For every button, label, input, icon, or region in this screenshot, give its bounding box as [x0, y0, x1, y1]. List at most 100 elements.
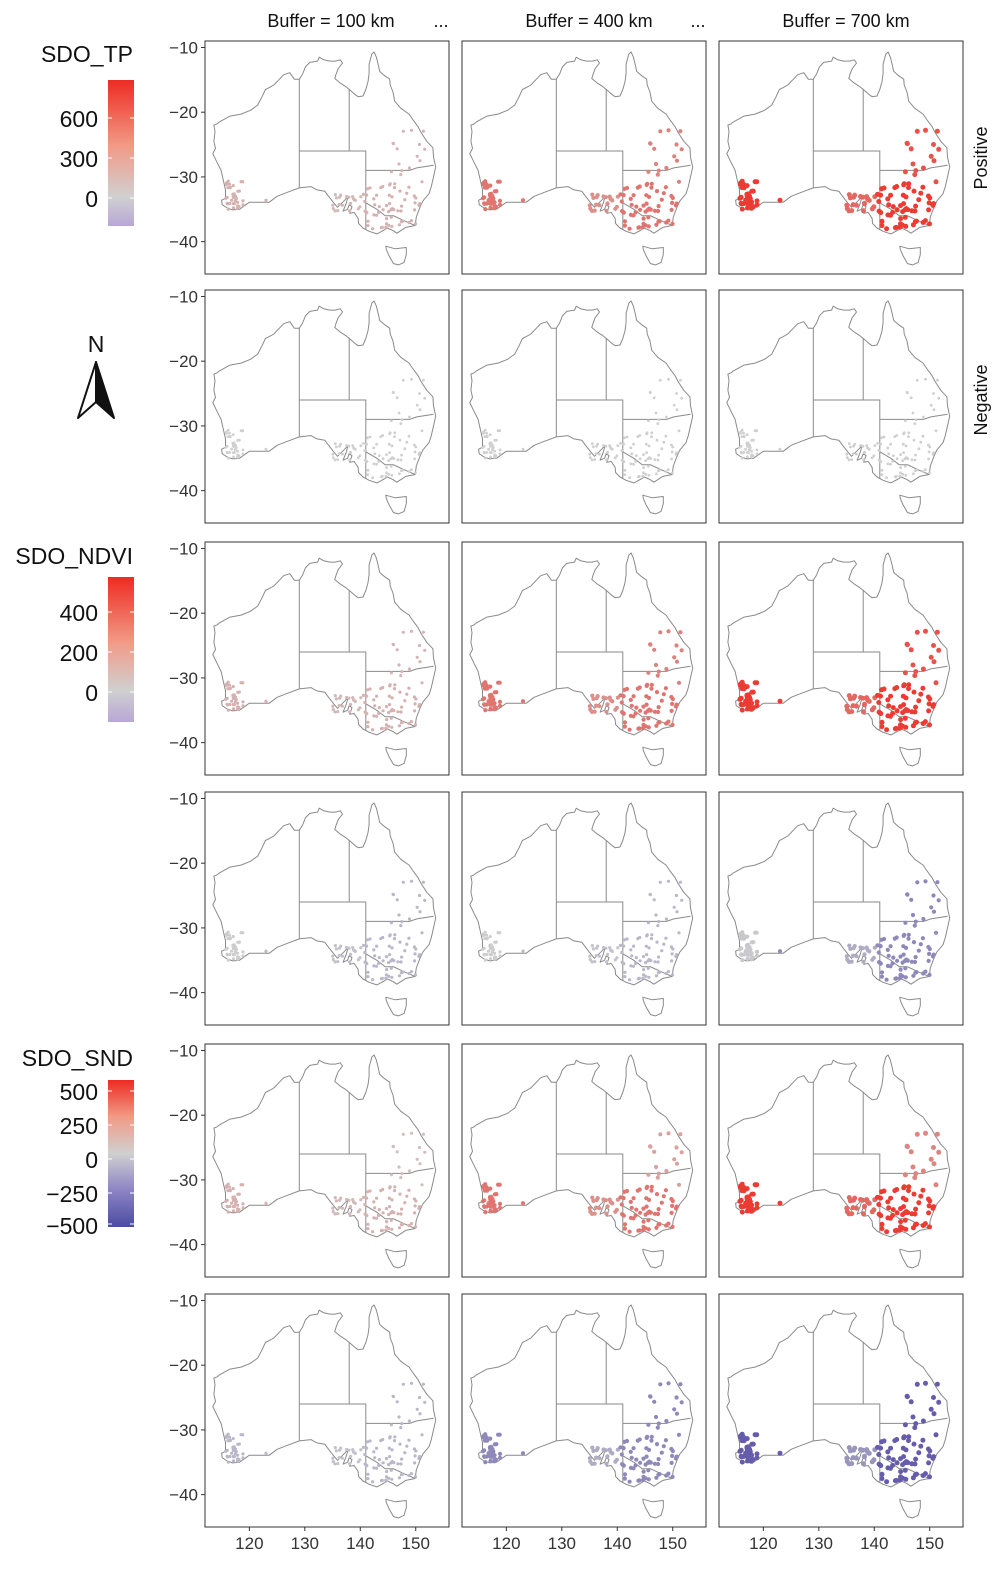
station-point [236, 1453, 240, 1457]
station-point [745, 952, 750, 957]
lon-tick-label: 150 [402, 1534, 430, 1553]
station-point [396, 209, 400, 213]
station-point [648, 642, 653, 647]
station-point [230, 949, 234, 953]
station-point [609, 447, 613, 450]
station-point [377, 711, 381, 716]
station-point [605, 1204, 610, 1209]
station-point [881, 1438, 887, 1444]
station-point [620, 209, 625, 214]
station-point [655, 472, 658, 476]
station-point [488, 183, 493, 188]
station-point [241, 452, 245, 456]
station-point [373, 203, 377, 207]
station-point [520, 699, 526, 704]
station-point [483, 435, 487, 438]
station-point [483, 1210, 488, 1215]
panel-frame [204, 541, 450, 776]
station-point [390, 224, 394, 228]
station-point [397, 162, 401, 166]
station-point [488, 1454, 493, 1459]
lon-tick-label: 120 [749, 1534, 777, 1553]
station-point [231, 1198, 236, 1203]
station-point [390, 195, 394, 199]
station-point [616, 444, 620, 448]
station-point [412, 695, 416, 699]
state-border [879, 1417, 948, 1424]
station-point [649, 1434, 654, 1439]
station-point [230, 198, 234, 202]
station-point [596, 442, 600, 446]
station-point [920, 1437, 926, 1443]
station-point [497, 1455, 503, 1460]
station-point [379, 1439, 383, 1443]
station-point [879, 1226, 885, 1232]
station-point [652, 1399, 657, 1404]
station-point [646, 670, 651, 675]
lon-tick-label: 120 [492, 1534, 520, 1553]
station-point [337, 1456, 341, 1460]
station-point [407, 686, 411, 690]
station-point [496, 680, 501, 685]
station-point [660, 949, 664, 953]
station-point [604, 444, 608, 448]
station-point [413, 457, 416, 461]
station-point [647, 707, 652, 712]
station-point [389, 1173, 393, 1177]
station-point [908, 146, 914, 152]
station-point [413, 208, 417, 212]
station-point [901, 201, 907, 207]
station-point [484, 702, 489, 707]
station-point [337, 704, 341, 708]
station-point [395, 396, 399, 400]
coastline [469, 1054, 694, 1238]
station-point [914, 970, 919, 975]
station-point [387, 193, 391, 197]
station-point [228, 201, 232, 206]
station-point [918, 1443, 924, 1449]
station-point [931, 893, 936, 898]
station-point [226, 207, 230, 211]
station-point [630, 954, 634, 958]
station-point [420, 1183, 424, 1187]
panel-frame [718, 1293, 964, 1528]
map-panel [204, 289, 450, 524]
station-point [755, 448, 759, 452]
station-point [620, 458, 624, 462]
station-point [225, 202, 230, 206]
state-border [348, 589, 367, 672]
station-point [870, 957, 875, 962]
station-point [390, 1198, 394, 1202]
station-point [879, 970, 885, 975]
station-point [737, 1198, 743, 1204]
station-point [225, 1205, 230, 1209]
station-point [648, 1394, 653, 1399]
station-point [399, 1462, 403, 1466]
station-point [483, 708, 488, 713]
station-point [414, 471, 417, 475]
station-point [231, 1187, 235, 1191]
station-point [228, 687, 232, 691]
station-point [869, 1459, 875, 1465]
station-point [371, 476, 374, 480]
station-point [861, 208, 866, 214]
station-point [401, 468, 404, 472]
station-point [409, 1222, 413, 1226]
station-point [625, 937, 629, 941]
station-point [480, 1199, 485, 1204]
station-point [338, 195, 342, 199]
station-point [881, 686, 887, 692]
station-point [923, 969, 928, 974]
station-point [752, 179, 758, 185]
station-point [656, 422, 660, 425]
station-point [593, 458, 597, 461]
station-point [348, 952, 353, 956]
station-point [377, 956, 381, 960]
station-point [860, 1447, 866, 1453]
station-point [417, 142, 422, 147]
station-point [390, 708, 394, 712]
lat-tick-label: −10 [169, 1041, 198, 1060]
station-point [488, 706, 493, 712]
station-point [885, 947, 890, 953]
station-point [390, 946, 394, 950]
